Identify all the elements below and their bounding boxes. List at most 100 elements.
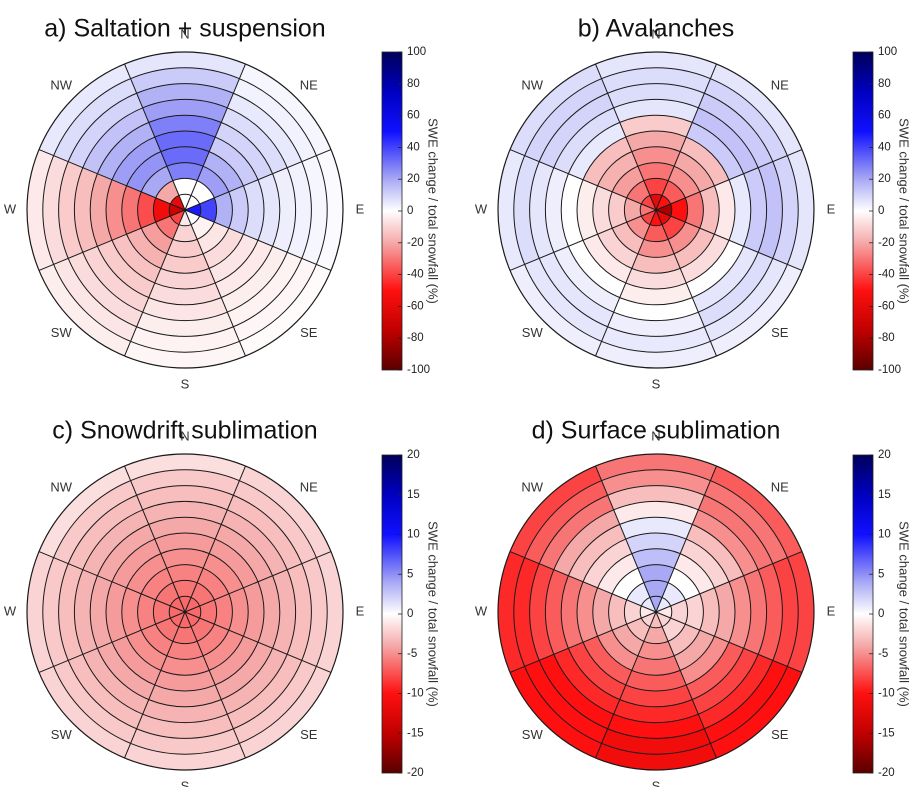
direction-label-n: N bbox=[651, 26, 660, 41]
cell-n-ring-1 bbox=[178, 596, 192, 612]
ring-line bbox=[42, 469, 328, 755]
cell-s-ring-5 bbox=[154, 268, 216, 290]
cell-ne-ring-6 bbox=[686, 524, 744, 582]
cell-n-ring-9 bbox=[130, 469, 240, 496]
ring-line bbox=[623, 579, 689, 645]
colorbar-tick-label: 10 bbox=[878, 529, 891, 541]
cell-w-ring-1 bbox=[640, 203, 656, 217]
cell-n-ring-1 bbox=[649, 596, 663, 612]
cell-se-ring-10 bbox=[710, 666, 802, 758]
cell-sw-ring-7 bbox=[553, 246, 620, 313]
direction-label-n: N bbox=[180, 428, 189, 443]
direction-label-se: SE bbox=[771, 325, 789, 340]
cell-ne-ring-4 bbox=[674, 151, 715, 192]
cell-nw-ring-9 bbox=[53, 78, 137, 162]
cell-ne-ring-5 bbox=[680, 137, 729, 186]
colorbar-tick-label: 5 bbox=[878, 568, 884, 580]
cell-e-ring-2 bbox=[670, 197, 688, 223]
cell-sw-ring-8 bbox=[539, 252, 614, 327]
cell-se-ring-9 bbox=[704, 258, 788, 342]
colorbar-label: SWE change / total snowfall (%) bbox=[426, 118, 441, 304]
cell-s-ring-7 bbox=[613, 699, 699, 723]
cell-e-ring-9 bbox=[772, 155, 799, 265]
ring-line bbox=[529, 83, 783, 337]
cell-nw-ring-5 bbox=[583, 137, 632, 186]
cell-ne-ring-6 bbox=[686, 122, 744, 180]
sector-line bbox=[184, 209, 332, 271]
cell-w-ring-2 bbox=[153, 197, 171, 223]
cell-se-ring-7 bbox=[221, 246, 288, 313]
cell-e-ring-2 bbox=[199, 599, 217, 625]
cell-nw-ring-7 bbox=[553, 509, 620, 576]
sector-line bbox=[655, 149, 803, 211]
sector-line bbox=[655, 611, 717, 759]
cell-w-ring-2 bbox=[624, 197, 642, 223]
cell-s-ring-7 bbox=[142, 699, 228, 723]
direction-label-ne: NE bbox=[300, 480, 318, 495]
cell-n-ring-4 bbox=[631, 548, 681, 569]
cell-n-ring-5 bbox=[625, 532, 687, 554]
direction-label-e: E bbox=[827, 603, 836, 618]
cell-w-ring-10 bbox=[498, 551, 525, 673]
cell-se-ring-5 bbox=[680, 234, 729, 283]
colorbar-tick-label: 100 bbox=[878, 46, 897, 58]
sector-line bbox=[595, 465, 657, 613]
cell-s-ring-6 bbox=[148, 684, 222, 707]
cell-n-ring-10 bbox=[124, 52, 246, 79]
cell-w-ring-9 bbox=[42, 155, 69, 265]
cell-sw-ring-5 bbox=[112, 234, 161, 283]
cell-w-ring-5 bbox=[105, 179, 127, 241]
cell-sw-ring-10 bbox=[39, 666, 131, 758]
cell-nw-ring-5 bbox=[583, 539, 632, 588]
colorbar-tick-label: 10 bbox=[407, 529, 420, 541]
cell-w-ring-5 bbox=[105, 581, 127, 643]
sector-line bbox=[38, 209, 186, 271]
cell-nw-ring-2 bbox=[155, 180, 179, 204]
cell-sw-ring-5 bbox=[583, 636, 632, 685]
cell-se-ring-3 bbox=[197, 222, 229, 254]
cell-n-ring-10 bbox=[124, 454, 246, 481]
colorbar-tick-label: -5 bbox=[407, 648, 417, 660]
cell-w-ring-7 bbox=[545, 167, 569, 253]
cell-sw-ring-10 bbox=[510, 666, 602, 758]
cell-sw-ring-8 bbox=[68, 252, 143, 327]
ring-line bbox=[58, 83, 312, 337]
cell-e-ring-7 bbox=[743, 167, 767, 253]
cell-nw-ring-7 bbox=[553, 107, 620, 174]
colorbar-label: SWE change / total snowfall (%) bbox=[897, 118, 912, 304]
colorbar-tick-label: 60 bbox=[878, 110, 891, 122]
panel-title: d) Surface sublimation bbox=[532, 417, 781, 445]
cell-se-ring-6 bbox=[215, 642, 273, 700]
direction-label-w: W bbox=[4, 603, 17, 618]
cell-se-ring-9 bbox=[233, 660, 317, 744]
cell-sw-ring-10 bbox=[39, 264, 131, 356]
cell-ne-ring-9 bbox=[704, 480, 788, 564]
cell-e-ring-6 bbox=[257, 575, 280, 649]
colorbar-tick-label: -20 bbox=[407, 237, 424, 249]
cell-s-ring-9 bbox=[130, 326, 240, 353]
cell-w-ring-6 bbox=[90, 173, 113, 247]
cell-sw-ring-8 bbox=[68, 654, 143, 729]
cell-n-ring-3 bbox=[166, 564, 204, 583]
sector-line bbox=[655, 209, 717, 357]
cell-n-ring-9 bbox=[601, 67, 711, 94]
cell-w-ring-10 bbox=[498, 149, 525, 271]
cell-ne-ring-5 bbox=[209, 137, 258, 186]
colorbar-tick-label: -100 bbox=[407, 364, 430, 376]
colorbar-tick-label: 15 bbox=[407, 489, 420, 501]
cell-nw-ring-6 bbox=[568, 122, 626, 180]
direction-label-n: N bbox=[651, 428, 660, 443]
cell-w-ring-9 bbox=[513, 155, 540, 265]
cell-nw-ring-9 bbox=[53, 480, 137, 564]
cell-e-ring-6 bbox=[728, 575, 751, 649]
direction-label-s: S bbox=[652, 778, 661, 787]
colorbar-tick-label: -60 bbox=[407, 300, 424, 312]
direction-label-sw: SW bbox=[522, 727, 544, 742]
sector-line bbox=[595, 209, 657, 357]
ring-line bbox=[121, 548, 249, 676]
cell-s-ring-2 bbox=[643, 224, 669, 242]
ring-line bbox=[576, 532, 736, 692]
cell-ne-ring-5 bbox=[680, 539, 729, 588]
ring-line bbox=[152, 177, 218, 243]
cell-e-ring-3 bbox=[214, 191, 233, 229]
